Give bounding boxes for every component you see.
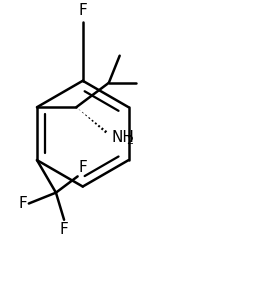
- Text: F: F: [19, 196, 27, 211]
- Text: F: F: [78, 3, 87, 19]
- Text: 2: 2: [127, 136, 134, 146]
- Text: F: F: [60, 223, 68, 237]
- Text: F: F: [79, 160, 88, 175]
- Text: NH: NH: [112, 130, 135, 144]
